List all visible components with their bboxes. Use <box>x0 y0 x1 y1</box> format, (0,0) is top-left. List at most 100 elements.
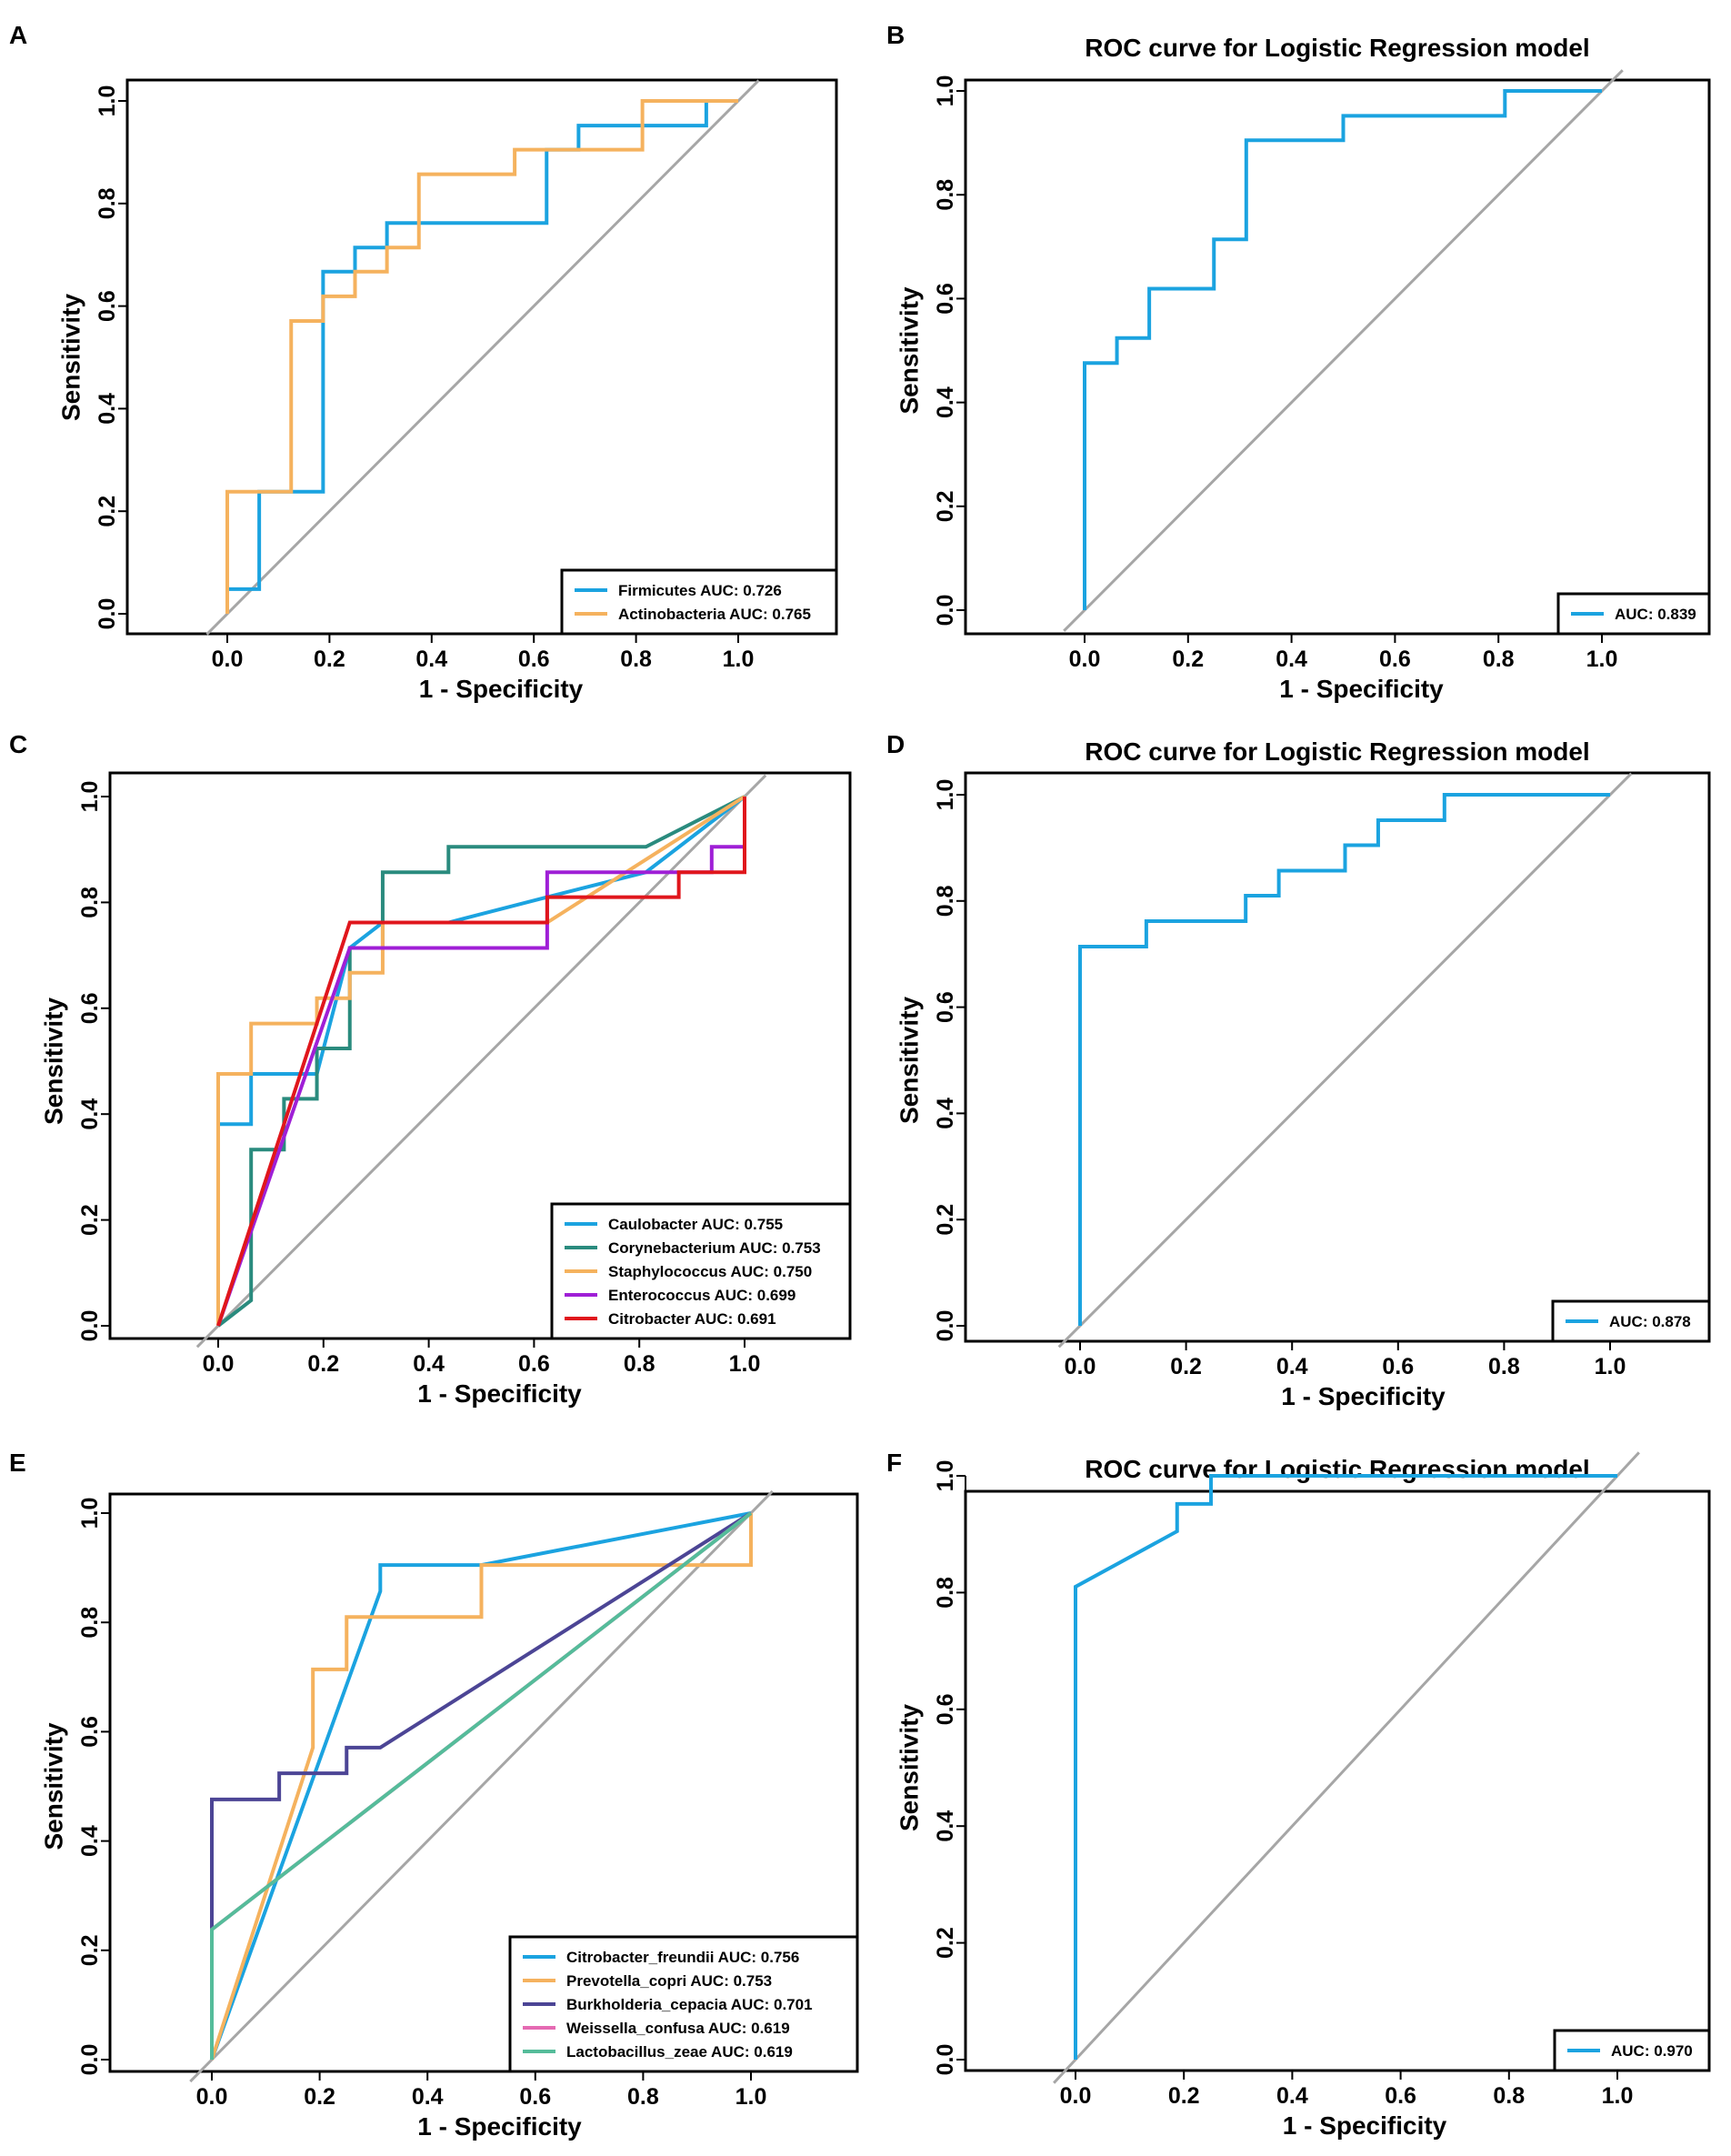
y-axis-label: Sensitivity <box>896 286 924 414</box>
x-tick-label: 0.8 <box>627 2084 659 2110</box>
x-axis-label: 1 - Specificity <box>417 1379 582 1408</box>
roc-curve-series <box>216 797 746 1327</box>
x-tick-label: 1.0 <box>1602 2083 1634 2109</box>
x-axis-label: 1 - Specificity <box>1283 2111 1447 2140</box>
roc-curve-series <box>210 1511 752 2061</box>
y-tick-label: 0.0 <box>95 598 120 630</box>
x-tick-label: 0.2 <box>307 1351 339 1377</box>
y-tick-label: 0.8 <box>933 1577 958 1609</box>
y-tick-label: 0.8 <box>95 187 120 219</box>
x-tick-label: 0.6 <box>1385 2083 1416 2109</box>
roc-curve-series <box>225 99 738 614</box>
y-axis-label: Sensitivity <box>57 294 85 421</box>
x-axis-label: 1 - Specificity <box>417 2112 582 2141</box>
roc-curve-series <box>210 1513 753 2061</box>
legend: AUC: 0.970 <box>1553 2029 1711 2072</box>
x-tick-label: 0.6 <box>518 1351 550 1377</box>
y-axis-label: Sensitivity <box>896 997 924 1124</box>
y-tick-label: 1.0 <box>933 1460 958 1492</box>
x-tick-label: 1.0 <box>723 647 755 672</box>
panel-letter: B <box>886 21 905 49</box>
roc-curve-series <box>210 1511 753 2060</box>
legend-label: AUC: 0.878 <box>1609 1313 1691 1330</box>
legend-label: AUC: 0.839 <box>1615 606 1696 623</box>
x-tick-label: 0.2 <box>1170 1354 1202 1379</box>
x-tick-label: 1.0 <box>735 2084 767 2110</box>
legend: Citrobacter_freundii AUC: 0.756 Prevotell… <box>508 1935 859 2073</box>
y-tick-label: 0.4 <box>933 1098 958 1129</box>
y-tick-label: 0.6 <box>77 1716 103 1748</box>
y-axis-label: Sensitivity <box>896 1704 924 1831</box>
x-axis-label: 1 - Specificity <box>419 675 584 703</box>
x-tick-label: 0.8 <box>1488 1354 1520 1379</box>
x-axis-label: 1 - Specificity <box>1279 675 1444 703</box>
x-tick-label: 0.0 <box>1065 1354 1096 1379</box>
panel-f: F ROC curve for Logistic Regression model… <box>886 1449 1711 2140</box>
legend-label: AUC: 0.970 <box>1611 2042 1693 2060</box>
x-tick-label: 0.4 <box>412 2084 444 2110</box>
y-tick-label: 0.2 <box>77 1934 103 1966</box>
x-tick-label: 0.4 <box>413 1351 445 1377</box>
y-tick-label: 0.6 <box>933 991 958 1023</box>
y-tick-label: 1.0 <box>933 779 958 811</box>
roc-curve-series <box>216 795 745 1328</box>
legend-label: Actinobacteria AUC: 0.765 <box>618 606 811 623</box>
chance-diagonal <box>1063 69 1624 632</box>
y-tick-label: 0.4 <box>933 386 958 418</box>
panel-letter: F <box>886 1449 902 1477</box>
y-tick-label: 0.8 <box>933 885 958 917</box>
y-tick-label: 0.4 <box>77 1098 103 1130</box>
y-tick-label: 1.0 <box>933 75 958 107</box>
legend: Caulobacter AUC: 0.755 Corynebacterium AU… <box>550 1202 852 1340</box>
roc-curve-series <box>1074 1474 1617 2060</box>
legend-label: Corynebacterium AUC: 0.753 <box>608 1239 821 1257</box>
x-tick-label: 1.0 <box>1586 647 1618 672</box>
y-tick-label: 1.0 <box>77 1498 103 1529</box>
x-tick-label: 1.0 <box>1595 1354 1626 1379</box>
legend: AUC: 0.878 <box>1551 1299 1711 1343</box>
panel-d: D ROC curve for Logistic Regression model… <box>886 730 1711 1410</box>
y-tick-label: 1.0 <box>77 781 103 813</box>
x-tick-label: 0.8 <box>1493 2083 1525 2109</box>
chance-diagonal <box>205 79 760 636</box>
legend: AUC: 0.839 <box>1556 592 1711 636</box>
x-tick-label: 1.0 <box>729 1351 761 1377</box>
y-tick-label: 0.2 <box>933 1204 958 1236</box>
legend: Firmicutes AUC: 0.726 Actinobacteria AUC:… <box>560 568 838 636</box>
panel-c: C 0.0 0.2 0.4 0.6 0.8 1.0 1 - Specificity 0.0 0.2… <box>9 730 852 1408</box>
chart-title: ROC curve for Logistic Regression model <box>1085 1455 1589 1483</box>
y-tick-label: 0.0 <box>933 2044 958 2076</box>
y-tick-label: 0.8 <box>77 1607 103 1639</box>
roc-curve-series <box>216 797 746 1327</box>
y-tick-label: 0.4 <box>77 1825 103 1857</box>
chance-diagonal <box>1057 772 1633 1349</box>
y-axis-label: Sensitivity <box>40 1722 68 1850</box>
legend-label: Burkholderia_cepacia AUC: 0.701 <box>566 1996 813 2013</box>
legend-box <box>560 568 838 636</box>
roc-curve-series <box>1078 793 1610 1326</box>
x-tick-label: 0.4 <box>415 647 447 672</box>
panel-letter: C <box>9 730 27 758</box>
y-tick-label: 1.0 <box>95 85 120 117</box>
x-tick-label: 0.2 <box>304 2084 335 2110</box>
y-tick-label: 0.8 <box>933 179 958 211</box>
legend-label: Staphylococcus AUC: 0.750 <box>608 1263 812 1280</box>
x-tick-label: 0.2 <box>1172 647 1204 672</box>
chance-diagonal <box>1053 1451 1640 2084</box>
x-tick-label: 0.6 <box>519 2084 551 2110</box>
chart-title: ROC curve for Logistic Regression model <box>1085 34 1589 62</box>
y-tick-label: 0.4 <box>933 1810 958 1842</box>
y-tick-label: 0.6 <box>77 992 103 1024</box>
y-tick-label: 0.2 <box>77 1204 103 1236</box>
plot-frame <box>964 771 1711 1343</box>
y-tick-label: 0.6 <box>95 290 120 322</box>
panel-a: A 0.0 0.2 0.4 0.6 0.8 1.0 1 - Specificity 0.0 0.2… <box>9 21 838 703</box>
panel-letter: D <box>886 730 905 758</box>
x-tick-label: 0.6 <box>1382 1354 1414 1379</box>
y-tick-label: 0.0 <box>77 1310 103 1342</box>
panel-e: E 0.0 0.2 0.4 0.6 0.8 1.0 1 - Specificity 0.0 0.2… <box>9 1449 859 2141</box>
y-tick-label: 0.2 <box>933 1927 958 1959</box>
x-tick-label: 0.6 <box>518 647 550 672</box>
legend-label: Enterococcus AUC: 0.699 <box>608 1287 795 1304</box>
